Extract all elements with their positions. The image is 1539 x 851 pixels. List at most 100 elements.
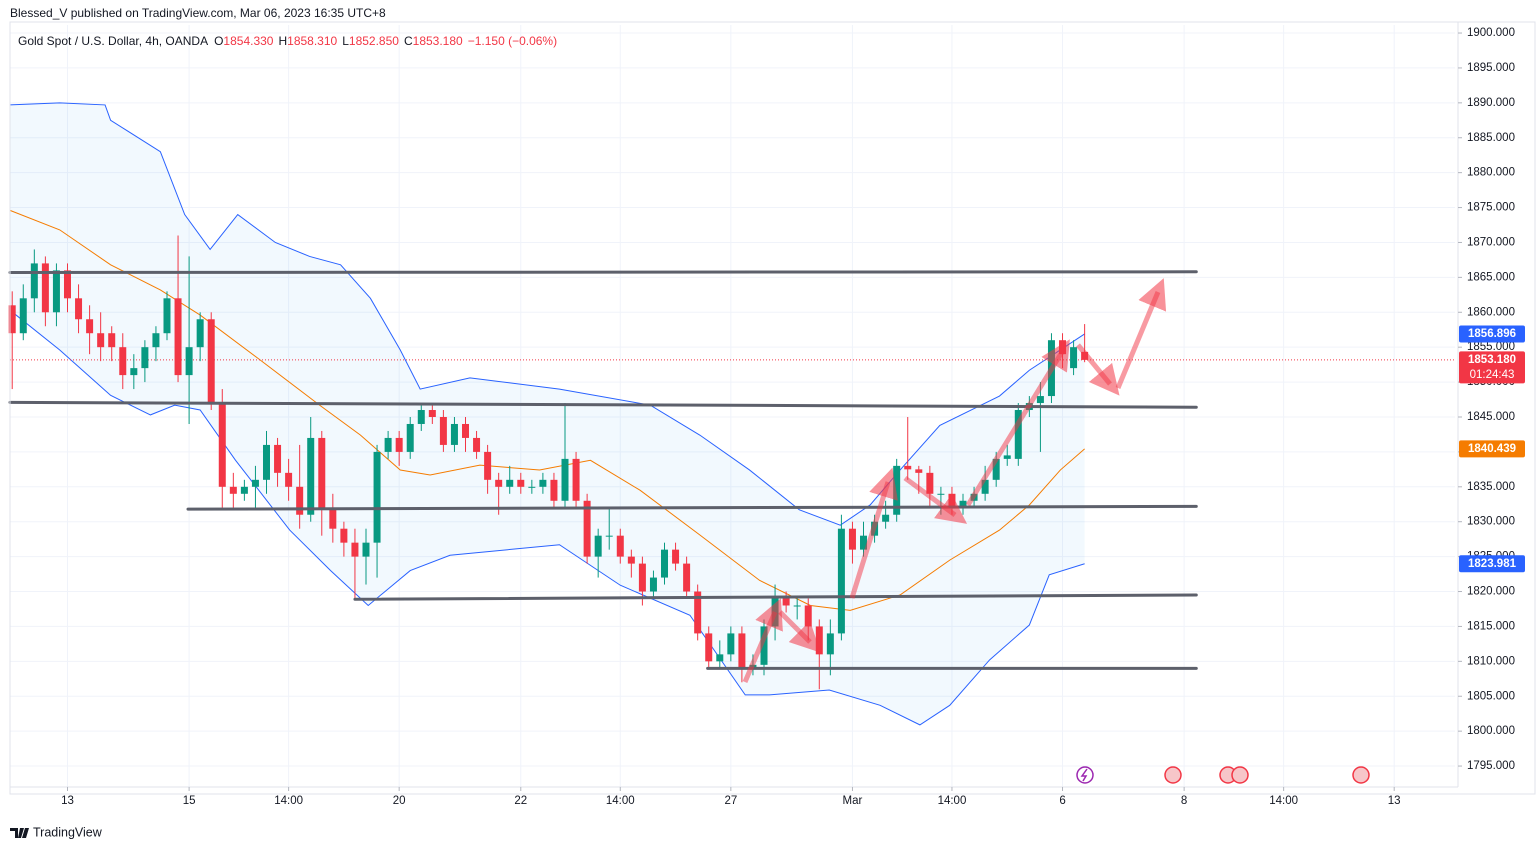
- indicator-line: [9, 309, 1085, 726]
- candle-body: [661, 549, 669, 578]
- candle-body: [373, 451, 381, 543]
- arrow: [742, 598, 783, 683]
- candle-body: [362, 542, 370, 557]
- candle-body: [174, 298, 182, 376]
- y-tick-label: 1880.000: [1467, 167, 1515, 179]
- x-tick-label: 14:00: [1269, 795, 1298, 807]
- x-tick-label: 20: [393, 795, 406, 807]
- candle-body: [517, 479, 525, 487]
- candle-body: [484, 451, 492, 480]
- y-tick-label: 1875.000: [1467, 202, 1515, 214]
- candle-body: [340, 528, 348, 543]
- candle-body: [926, 472, 934, 494]
- candle-body: [915, 469, 923, 473]
- event-icons: [1076, 766, 1370, 784]
- candle-body: [495, 479, 503, 487]
- candle-body: [41, 263, 49, 313]
- y-tick-label: 1860.000: [1467, 306, 1515, 318]
- candle-body: [572, 458, 580, 501]
- candle-body: [296, 486, 304, 515]
- drawn-arrows: [742, 278, 1167, 683]
- arrow: [903, 475, 968, 524]
- candle-body: [439, 416, 447, 445]
- arrow: [1076, 343, 1120, 396]
- candle-body: [52, 270, 60, 313]
- candle-body: [75, 298, 83, 320]
- candle-body: [163, 298, 171, 334]
- band-fill: [10, 102, 1085, 725]
- y-tick-label: 1835.000: [1467, 481, 1515, 493]
- x-tick-label: 15: [183, 795, 196, 807]
- y-tick-label: 1890.000: [1467, 97, 1515, 109]
- y-tick-label: 1900.000: [1467, 27, 1515, 39]
- y-tick-label: 1795.000: [1467, 760, 1515, 772]
- candle-body: [506, 479, 514, 487]
- candle-body: [705, 633, 713, 662]
- candle-body: [262, 444, 270, 480]
- candle-body: [141, 347, 149, 369]
- candle-body: [837, 528, 845, 634]
- brand: TradingView: [33, 825, 103, 839]
- candle-body: [86, 319, 94, 334]
- price-label-box: [1459, 351, 1525, 384]
- candle-body: [904, 465, 912, 470]
- candle-body: [30, 263, 38, 299]
- candle-body: [860, 535, 868, 550]
- event-icon[interactable]: [1231, 766, 1249, 784]
- candle-body: [1036, 396, 1044, 404]
- candle-body: [594, 535, 602, 557]
- candle-body: [8, 305, 16, 334]
- candle-body: [185, 347, 193, 376]
- candle-body: [804, 605, 812, 627]
- candle-body: [285, 472, 293, 487]
- legend-value: 1858.310: [287, 34, 337, 48]
- candle-body: [694, 591, 702, 634]
- x-tick-label: 14:00: [274, 795, 303, 807]
- x-tick-label: 8: [1181, 795, 1187, 807]
- candle-body: [318, 437, 326, 508]
- legend: Gold Spot / U.S. Dollar, 4h, OANDA O1854.…: [18, 34, 557, 48]
- price-label-box: [1459, 555, 1525, 573]
- x-tick-label: 14:00: [606, 795, 635, 807]
- price-label: 1853.180: [1468, 354, 1516, 366]
- candle-body: [19, 298, 27, 334]
- x-tick-label: 6: [1059, 795, 1065, 807]
- candle-body: [229, 486, 237, 494]
- x-tick-label: Mar: [843, 795, 863, 807]
- candle-body: [450, 423, 458, 445]
- candle-body: [196, 319, 204, 348]
- candle-body: [793, 605, 801, 607]
- candle-body: [384, 437, 392, 452]
- event-icon[interactable]: [1352, 766, 1370, 784]
- candle-body: [672, 549, 680, 564]
- indicator-line: [9, 102, 1085, 526]
- candle-body: [882, 514, 890, 522]
- plot: 1795.000 1800.000 1805.000 1810.000 1815.000…: [8, 0, 1539, 817]
- candle-body: [727, 633, 735, 655]
- candle-body: [1014, 410, 1022, 459]
- candle-body: [462, 423, 470, 438]
- candle-body: [329, 507, 337, 529]
- legend-key: O: [214, 34, 223, 48]
- candle-body: [638, 563, 646, 592]
- candle-body: [716, 654, 724, 662]
- candle-body: [561, 458, 569, 501]
- price-label: 1856.896: [1468, 328, 1516, 340]
- legend-value: 1853.180: [413, 34, 463, 48]
- candle-body: [417, 410, 425, 424]
- y-tick-label: 1855.000: [1467, 341, 1515, 353]
- y-tick-label: 1845.000: [1467, 411, 1515, 423]
- candle-body: [550, 479, 558, 501]
- price-axis-bg: [1455, 0, 1539, 817]
- candle-body: [937, 493, 945, 495]
- event-icon[interactable]: [1164, 766, 1182, 784]
- y-tick-label: 1865.000: [1467, 271, 1515, 283]
- symbol: Gold Spot / U.S. Dollar, 4h, OANDA: [18, 34, 208, 48]
- x-tick-label: 13: [1388, 795, 1401, 807]
- candle-body: [605, 535, 613, 537]
- event-icon[interactable]: [1076, 766, 1094, 784]
- candle-body: [108, 333, 116, 348]
- candle-body: [351, 542, 359, 557]
- x-tick-label: 13: [61, 795, 74, 807]
